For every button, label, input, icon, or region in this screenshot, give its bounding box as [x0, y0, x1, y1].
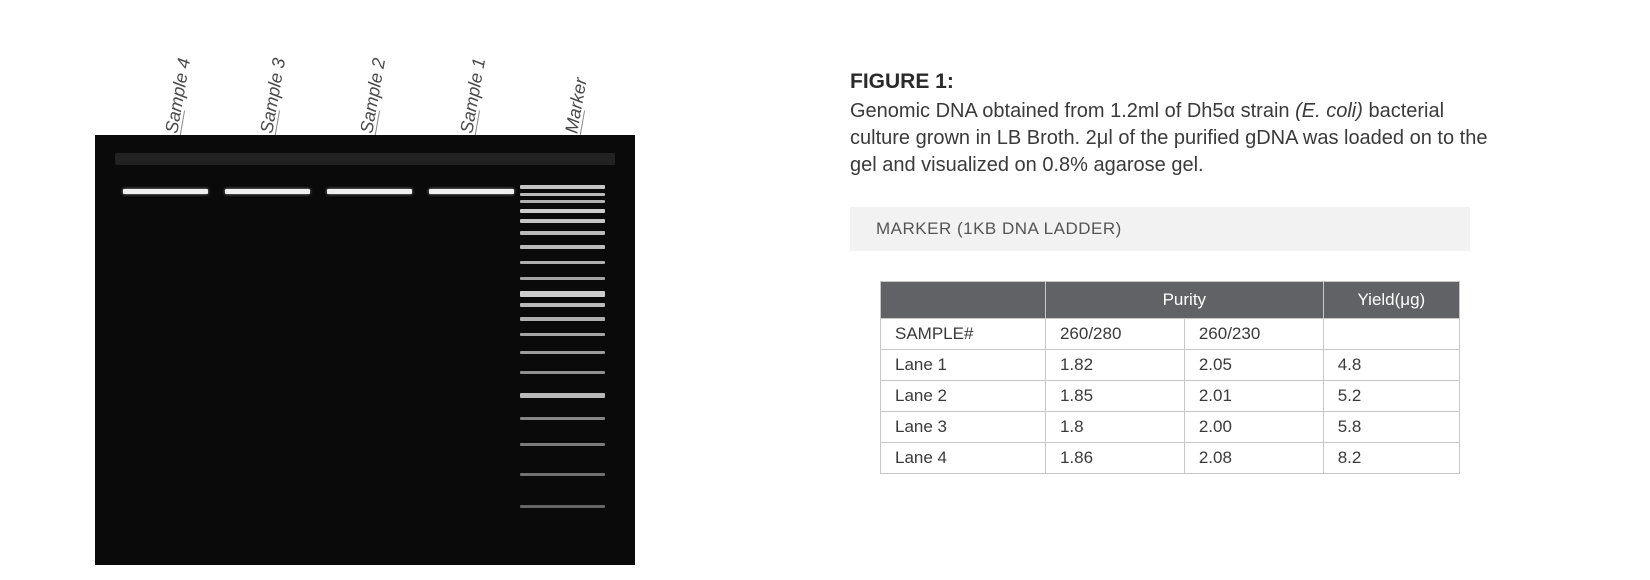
marker-lane: [520, 183, 605, 545]
sample-band: [123, 189, 208, 194]
marker-band: [520, 443, 605, 446]
sample-band: [429, 189, 514, 194]
info-panel: FIGURE 1: Genomic DNA obtained from 1.2m…: [660, 10, 1610, 570]
sample-band: [327, 189, 412, 194]
marker-band: [520, 219, 605, 223]
marker-band: [520, 209, 605, 213]
marker-band: [520, 303, 605, 307]
figure-desc-italic: (E. coli): [1295, 100, 1363, 122]
marker-band: [520, 231, 605, 235]
gel-image: [95, 135, 635, 565]
table-cell: 1.85: [1045, 381, 1184, 412]
table-cell: 8.2: [1323, 443, 1459, 474]
marker-band: [520, 371, 605, 374]
lane-label: Sample 2: [356, 56, 390, 135]
table-cell: Lane 3: [881, 412, 1046, 443]
table-row: Lane 31.82.005.8: [881, 412, 1460, 443]
gel-panel: Sample 4 Sample 3 Sample 2 Sample 1 Marker: [40, 10, 660, 570]
marker-band: [520, 505, 605, 508]
gel-well-shadow: [115, 153, 615, 165]
table-cell: 2.05: [1184, 350, 1323, 381]
table-header-purity: Purity: [1045, 282, 1323, 319]
table-cell: Lane 4: [881, 443, 1046, 474]
table-header-yield: Yield(μg): [1323, 282, 1459, 319]
table-row: Lane 41.862.088.2: [881, 443, 1460, 474]
table-cell: 2.00: [1184, 412, 1323, 443]
table-cell: 1.86: [1045, 443, 1184, 474]
lane-label: Sample 1: [456, 56, 490, 135]
table-subheader-260-280: 260/280: [1045, 319, 1184, 350]
table-row: Lane 21.852.015.2: [881, 381, 1460, 412]
table-cell: Lane 1: [881, 350, 1046, 381]
table-cell: 2.01: [1184, 381, 1323, 412]
marker-band: [520, 245, 605, 249]
figure-desc-part1: Genomic DNA obtained from 1.2ml of Dh5α …: [850, 100, 1295, 122]
purity-yield-table: Purity Yield(μg) SAMPLE# 260/280 260/230…: [880, 281, 1460, 474]
marker-band: [520, 417, 605, 420]
marker-band: [520, 261, 605, 264]
marker-band: [520, 291, 605, 297]
table-cell: Lane 2: [881, 381, 1046, 412]
figure-description: Genomic DNA obtained from 1.2ml of Dh5α …: [850, 98, 1490, 179]
lane-label: Sample 3: [256, 56, 290, 135]
lane-label: Marker: [561, 76, 591, 135]
table-cell: 1.82: [1045, 350, 1184, 381]
lane-label: Sample 4: [161, 56, 195, 135]
marker-band: [520, 351, 605, 354]
table-cell: 5.2: [1323, 381, 1459, 412]
marker-band: [520, 185, 605, 189]
marker-band: [520, 277, 605, 280]
table-subheader-row: SAMPLE# 260/280 260/230: [881, 319, 1460, 350]
table-subheader-yield-blank: [1323, 319, 1459, 350]
table-cell: 5.8: [1323, 412, 1459, 443]
table-row: Lane 11.822.054.8: [881, 350, 1460, 381]
marker-band: [520, 393, 605, 398]
figure-title: FIGURE 1:: [850, 70, 1490, 94]
marker-band: [520, 193, 605, 196]
table-cell: 2.08: [1184, 443, 1323, 474]
lane-labels-row: Sample 4 Sample 3 Sample 2 Sample 1 Marker: [100, 10, 660, 135]
marker-band: [520, 333, 605, 336]
marker-band: [520, 473, 605, 476]
table-cell: 4.8: [1323, 350, 1459, 381]
table-subheader-sample: SAMPLE#: [881, 319, 1046, 350]
marker-band: [520, 317, 605, 321]
table-subheader-260-230: 260/230: [1184, 319, 1323, 350]
marker-band: [520, 200, 605, 203]
marker-label-box: MARKER (1KB DNA LADDER): [850, 207, 1470, 251]
table-header-blank: [881, 282, 1046, 319]
sample-band: [225, 189, 310, 194]
table-cell: 1.8: [1045, 412, 1184, 443]
